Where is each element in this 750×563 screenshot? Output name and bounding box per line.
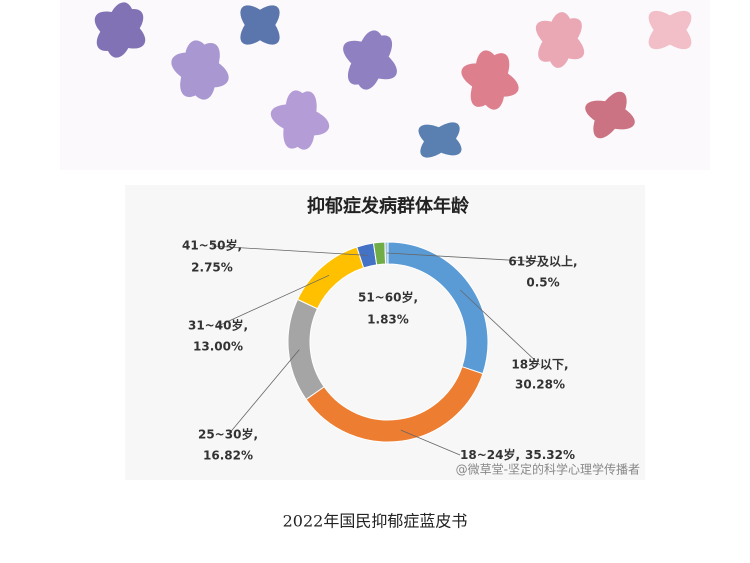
category-label: 18~24岁,: [460, 447, 520, 462]
flower-decoration: [60, 0, 710, 170]
leader-line: [400, 429, 461, 456]
leader-line: [211, 245, 368, 256]
value-label: 0.5%: [526, 276, 559, 290]
leader-line: [386, 252, 544, 263]
chart-title: 抑郁症发病群体年龄: [307, 195, 470, 217]
category-label: 41~50岁,: [182, 238, 242, 253]
leader-line: [227, 349, 300, 436]
category-label: 51~60岁,: [358, 290, 418, 305]
donut-segment: [384, 241, 389, 265]
value-label: 13.00%: [193, 340, 243, 354]
category-label: 31~40岁,: [188, 318, 248, 333]
value-label: 16.82%: [203, 449, 253, 463]
category-label: 61岁及以上,: [508, 254, 577, 269]
leader-line: [217, 274, 330, 327]
caption: 2022年国民抑郁症蓝皮书: [283, 512, 468, 531]
watermark: @微草堂-坚定的科学心理学传播者: [456, 462, 640, 477]
category-label: 25~30岁,: [198, 427, 258, 442]
leader-line: [459, 289, 541, 366]
value-label: 30.28%: [515, 378, 565, 392]
value-label: 35.32%: [525, 448, 575, 462]
data-label: 18~24岁, 35.32%: [460, 447, 575, 462]
value-label: 1.83%: [367, 313, 409, 327]
category-label: 18岁以下,: [511, 357, 568, 372]
value-label: 2.75%: [191, 261, 233, 275]
